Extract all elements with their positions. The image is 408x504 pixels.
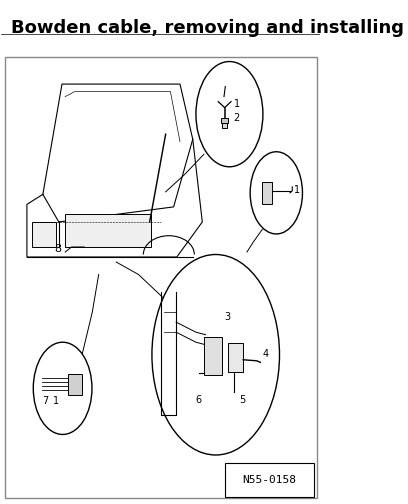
Text: 8: 8 <box>54 244 61 254</box>
Circle shape <box>250 152 302 234</box>
Bar <box>4 56 317 497</box>
Bar <box>228 343 243 372</box>
Text: 1: 1 <box>293 185 299 195</box>
Bar <box>32 222 55 247</box>
Bar <box>69 374 82 395</box>
Text: Bowden cable, removing and installing: Bowden cable, removing and installing <box>11 19 404 37</box>
Circle shape <box>152 255 279 455</box>
Bar <box>222 122 227 128</box>
Circle shape <box>33 342 92 434</box>
Bar <box>204 337 222 375</box>
Text: 1: 1 <box>233 99 239 109</box>
Bar <box>65 214 151 247</box>
Text: 2: 2 <box>233 113 240 122</box>
Bar <box>262 182 273 204</box>
Text: 3: 3 <box>225 311 231 322</box>
FancyBboxPatch shape <box>225 463 314 496</box>
Text: 4: 4 <box>262 349 268 359</box>
Text: N55-0158: N55-0158 <box>242 475 296 484</box>
Bar <box>221 118 228 123</box>
Text: 7: 7 <box>42 396 49 406</box>
Circle shape <box>196 61 263 167</box>
Text: 1: 1 <box>53 396 60 406</box>
Text: 5: 5 <box>239 395 245 405</box>
Text: 6: 6 <box>195 395 202 405</box>
